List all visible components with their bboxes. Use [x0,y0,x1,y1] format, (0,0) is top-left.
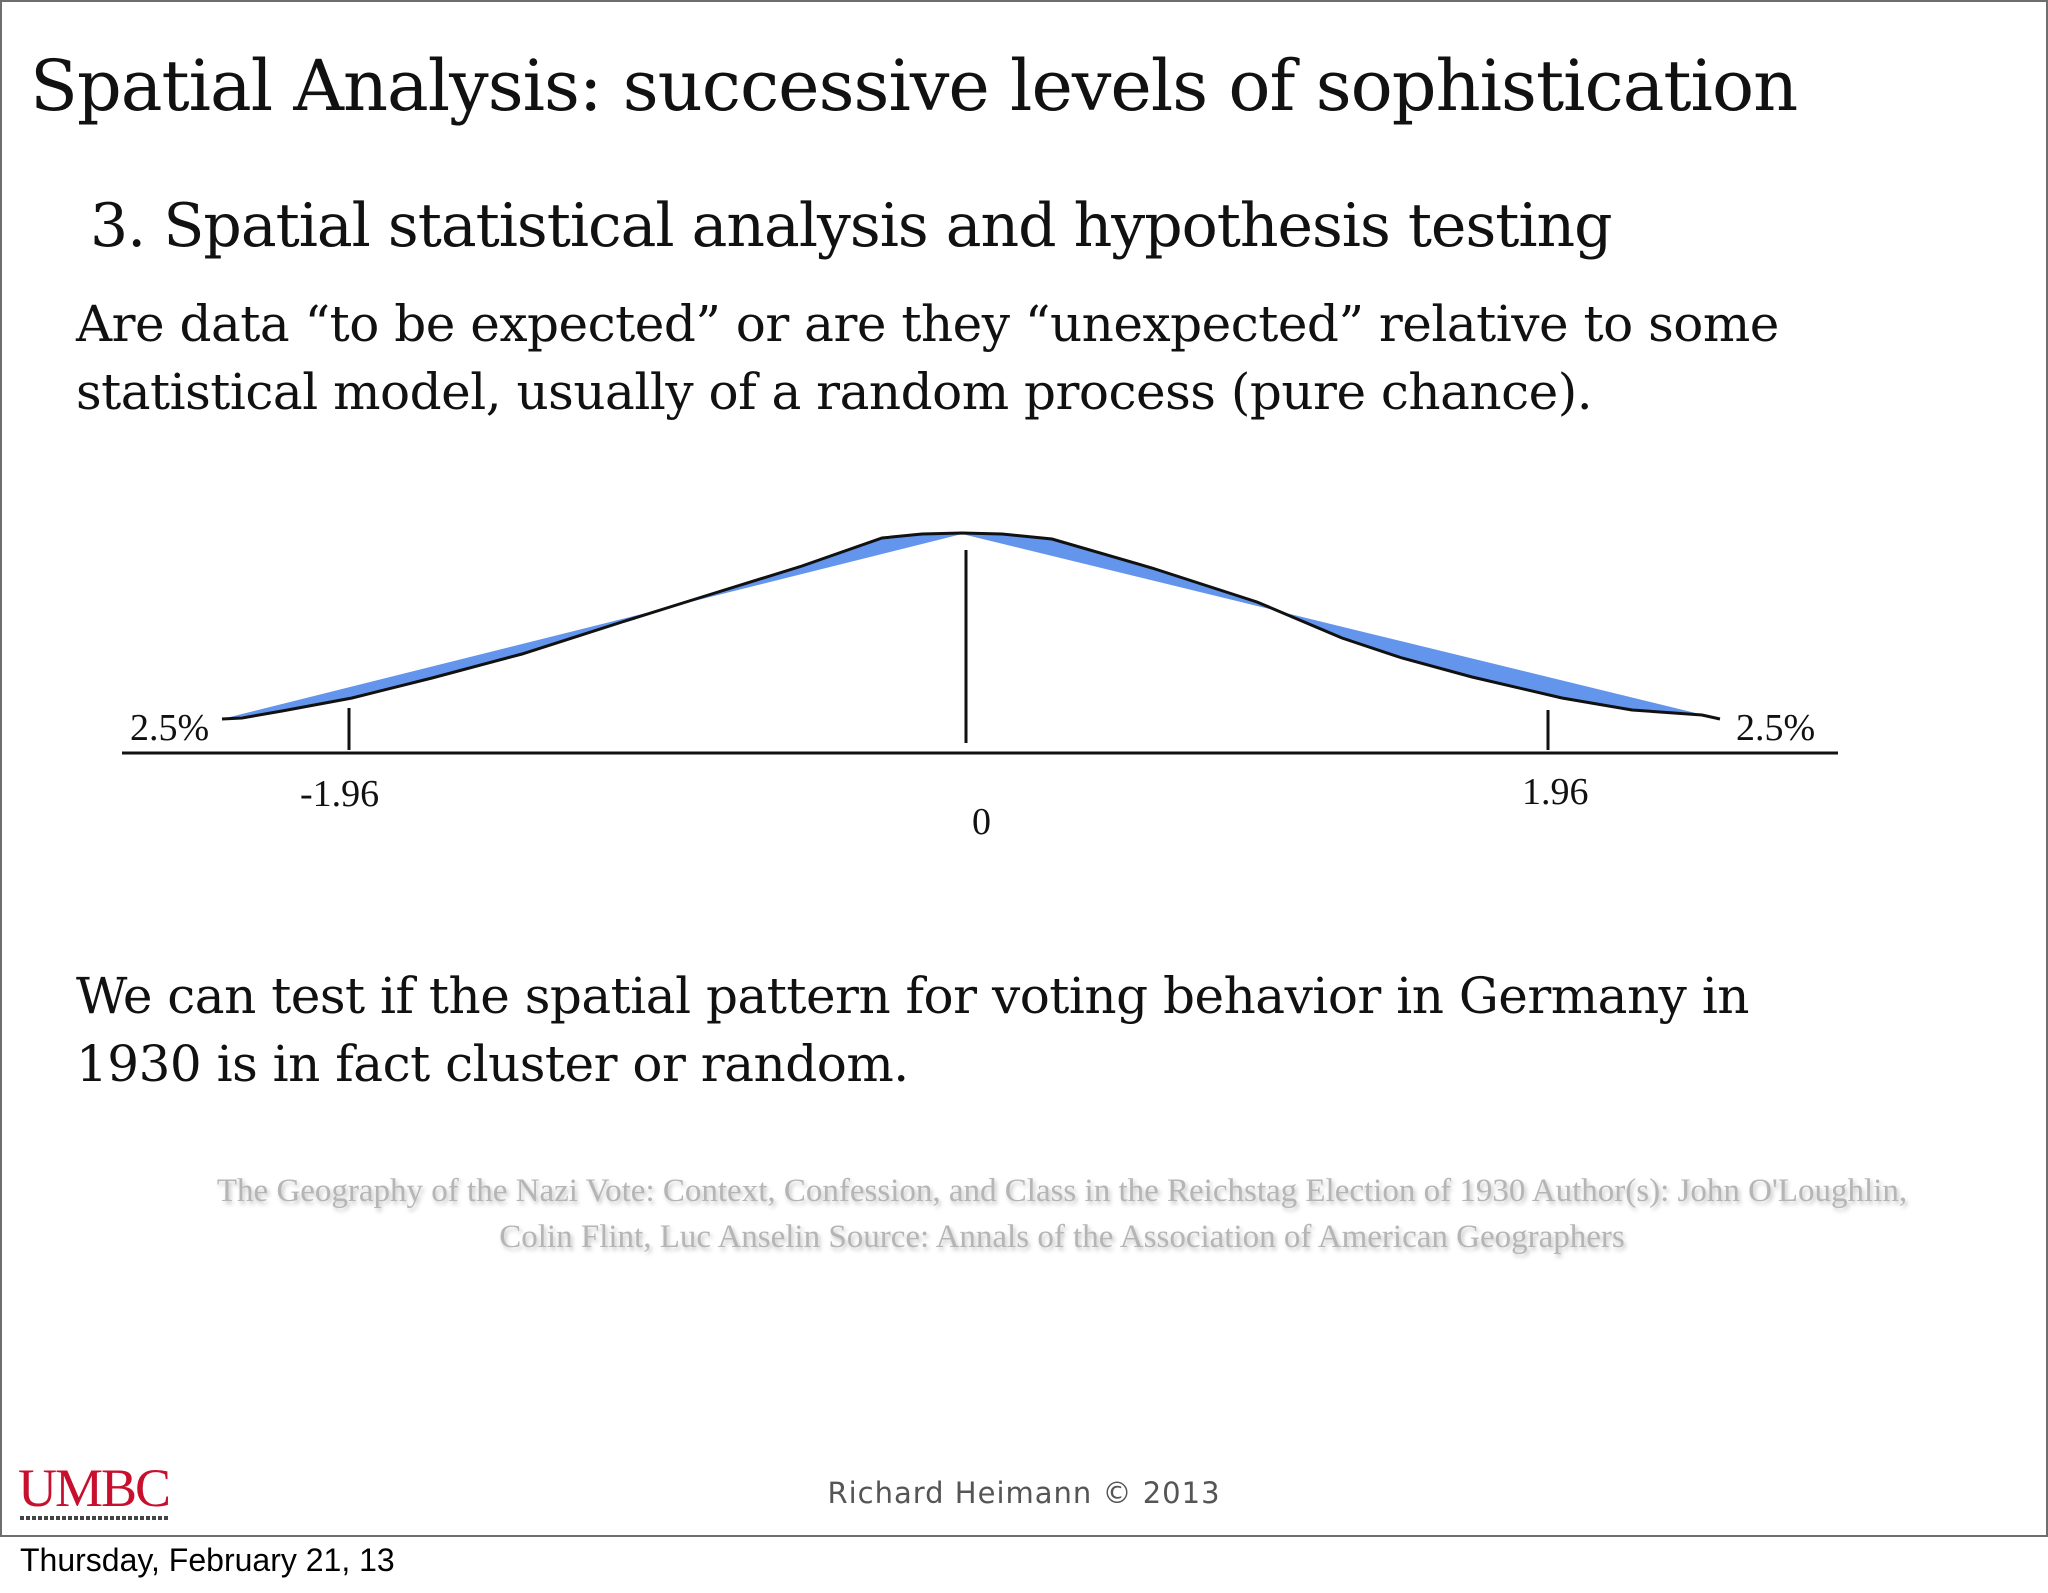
slide-title: Spatial Analysis: successive levels of s… [30,45,1798,127]
conclusion-line-1: We can test if the spatial pattern for v… [76,967,1750,1025]
tick-label-left: -1.96 [300,773,379,815]
tick-label-center: 0 [972,801,991,843]
conclusion-paragraph: We can test if the spatial pattern for v… [76,962,2036,1098]
citation-line-1: The Geography of the Nazi Vote: Context,… [216,1173,1908,1209]
logo-tagline-mark [20,1516,168,1520]
intro-line-2: statistical model, usually of a random p… [76,363,1593,421]
right-tail-label: 2.5% [1736,707,1815,749]
umbc-logo: UMBC [18,1460,178,1522]
conclusion-line-2: 1930 is in fact cluster or random. [76,1035,909,1093]
slide: Spatial Analysis: successive levels of s… [0,0,2048,1537]
intro-line-1: Are data “to be expected” or are they “u… [76,295,1779,353]
bell-curve [221,531,1721,721]
normal-distribution-diagram: 2.5% 2.5% -1.96 0 1.96 [122,531,1838,843]
distribution-fill [222,534,1720,719]
tick-label-right: 1.96 [1522,771,1589,813]
author-credit: Richard Heimann © 2013 [827,1476,1221,1510]
citation-line-2: Colin Flint, Luc Anselin Source: Annals … [499,1219,1625,1255]
footer-date: Thursday, February 21, 13 [20,1542,395,1578]
intro-paragraph: Are data “to be expected” or are they “u… [76,290,2036,426]
citation: The Geography of the Nazi Vote: Context,… [122,1168,2002,1260]
logo-text: UMBC [18,1458,171,1518]
left-tail-label: 2.5% [130,707,209,749]
slide-subtitle: 3. Spatial statistical analysis and hypo… [90,191,1613,261]
